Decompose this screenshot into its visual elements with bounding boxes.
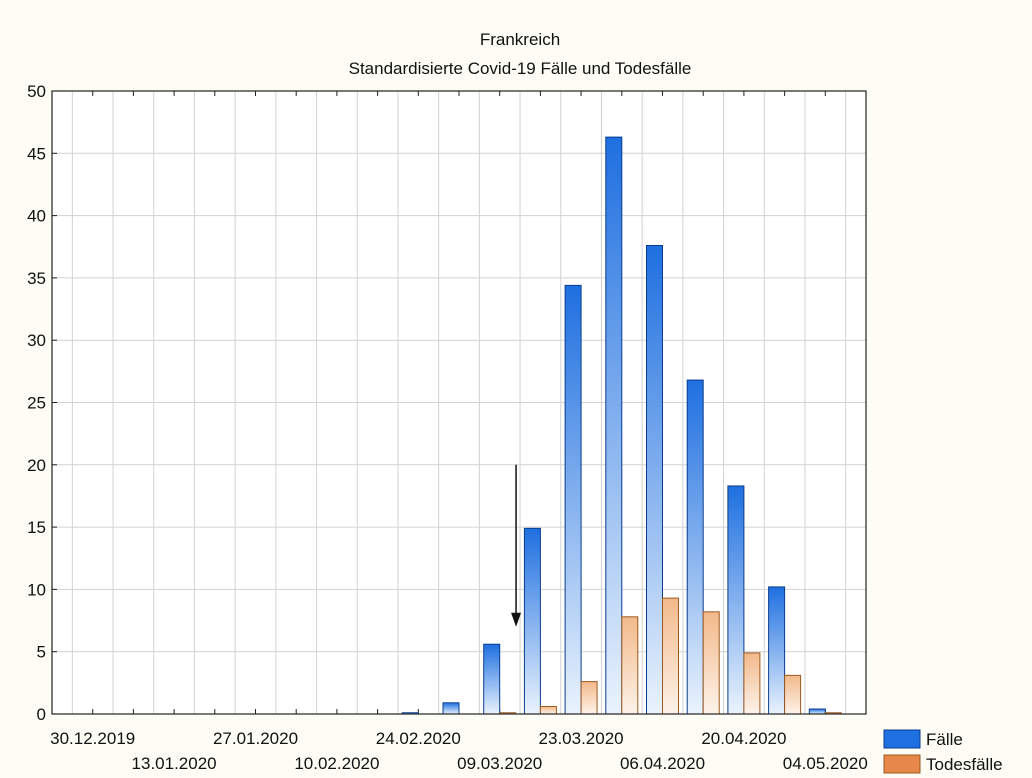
y-tick-label: 0 [37, 705, 46, 724]
x-tick-label: 06.04.2020 [620, 754, 705, 773]
bar-faelle [483, 643, 501, 715]
bar-todesfaelle [702, 611, 720, 715]
y-tick-label: 15 [27, 518, 46, 537]
bar-todesfaelle [621, 616, 639, 715]
legend-label: Fälle [926, 730, 963, 749]
bar-todesfaelle [539, 706, 557, 715]
bar-todesfaelle [743, 652, 761, 715]
legend-swatch [883, 729, 921, 749]
y-tick-label: 45 [27, 144, 46, 163]
bar-todesfaelle [784, 674, 802, 715]
x-tick-label: 13.01.2020 [132, 754, 217, 773]
bar-faelle [605, 136, 623, 715]
chart-title: Frankreich [480, 30, 560, 49]
legend-swatch [883, 754, 921, 774]
bar-faelle [646, 245, 663, 715]
annotation-arrow-head [511, 612, 522, 627]
x-tick-label: 04.05.2020 [783, 754, 868, 773]
y-tick-label: 5 [37, 643, 46, 662]
bar-faelle [523, 527, 541, 715]
x-tick-label: 10.02.2020 [294, 754, 379, 773]
x-tick-label: 23.03.2020 [539, 729, 624, 748]
chart-subtitle: Standardisierte Covid-19 Fälle und Todes… [349, 59, 692, 78]
x-tick-label: 09.03.2020 [457, 754, 542, 773]
x-tick-label: 30.12.2019 [50, 729, 135, 748]
bar-faelle [686, 379, 704, 715]
x-tick-label: 20.04.2020 [701, 729, 786, 748]
legend-label: Todesfälle [926, 755, 1003, 774]
plot-frame [51, 90, 867, 715]
y-tick-label: 35 [27, 269, 46, 288]
y-tick-label: 40 [27, 207, 46, 226]
bar-faelle [727, 485, 745, 715]
bar-todesfaelle [580, 681, 598, 715]
bar-faelle [768, 586, 786, 715]
bar-faelle [808, 708, 826, 715]
y-tick-label: 50 [27, 82, 46, 101]
x-tick-label: 27.01.2020 [213, 729, 298, 748]
bar-faelle [564, 284, 582, 715]
bar-faelle [442, 702, 460, 715]
y-tick-label: 30 [27, 331, 46, 350]
y-tick-label: 20 [27, 456, 46, 475]
y-tick-label: 10 [27, 580, 46, 599]
x-tick-label: 24.02.2020 [376, 729, 461, 748]
bar-todesfaelle [662, 597, 679, 715]
y-tick-label: 25 [27, 394, 46, 413]
